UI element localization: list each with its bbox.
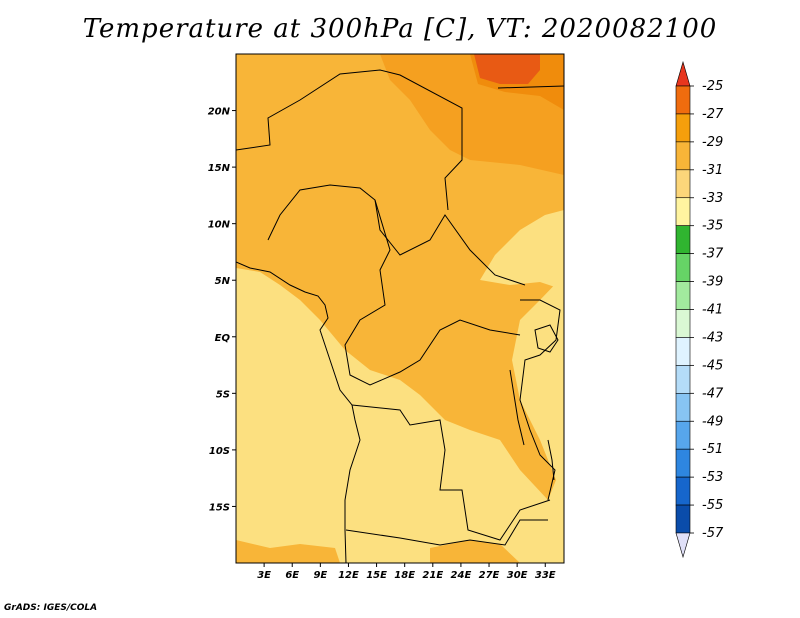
field-region-m33-east (480, 210, 564, 290)
colorbar-swatch (675, 365, 691, 394)
lon-tick-label: 33E (535, 570, 556, 581)
border-eastafrica (497, 85, 564, 89)
colorbar-label: -45 (702, 358, 723, 373)
colorbar-swatch (675, 141, 691, 171)
colorbar-label: -43 (702, 330, 723, 345)
colorbar-bottom-tip (675, 532, 691, 559)
colorbar-swatch (675, 169, 691, 199)
lon-tick-label: 21E (422, 570, 443, 581)
lat-tick-label: 15N (208, 163, 231, 174)
lake-victoria (534, 324, 559, 353)
colorbar-label: -33 (702, 191, 723, 206)
lon-tick-label: 27E (479, 570, 500, 581)
lon-tick-label: 9E (313, 570, 327, 581)
border-angola (351, 404, 551, 541)
colorbar-label: -31 (702, 163, 723, 178)
colorbar-label: -37 (702, 247, 724, 262)
colorbar: -25 -27 -29 -31 -33 -35 -37 -39 -41 -43 -45 -47 -49 -… (675, 60, 724, 559)
temperature-field (236, 54, 564, 563)
lon-tick-label: 12E (338, 570, 359, 581)
lat-tick-label: 20N (208, 107, 231, 118)
colorbar-label: -35 (702, 219, 723, 234)
lon-tick-label: 18E (394, 570, 415, 581)
latitude-axis: 20N 15N 10N 5N EQ 5S 10S 15S (208, 107, 236, 513)
lat-tick-label: 10S (209, 446, 230, 457)
lake-malawi (547, 439, 555, 481)
lat-tick-label: 5S (216, 389, 230, 400)
lon-tick-label: 3E (257, 570, 271, 581)
border-north (236, 69, 463, 211)
lon-tick-label: 30E (507, 570, 528, 581)
coastline-west (236, 261, 361, 563)
colorbar-top-tip (675, 60, 691, 87)
lon-tick-label: 15E (366, 570, 387, 581)
border-east (519, 299, 561, 501)
lake-tanganyika (509, 369, 525, 446)
field-region-m31-north (236, 54, 564, 500)
lat-tick-label: 10N (208, 220, 231, 231)
colorbar-label: -51 (702, 442, 723, 457)
border-congo (344, 199, 521, 386)
colorbar-swatch (675, 476, 691, 506)
colorbar-swatch (675, 225, 691, 254)
colorbar-label: -39 (702, 275, 723, 290)
chart-title: Temperature at 300hPa [C], VT: 202008210… (82, 14, 718, 44)
colorbar-swatch (675, 420, 691, 450)
colorbar-swatch (675, 337, 691, 366)
border-south (345, 519, 548, 546)
colorbar-swatch (675, 309, 691, 338)
colorbar-label: -55 (702, 498, 723, 513)
colorbar-label: -25 (702, 79, 723, 94)
map-frame (235, 53, 565, 564)
border-central (267, 184, 526, 286)
lat-tick-label: 5N (215, 276, 231, 287)
country-borders (236, 69, 564, 563)
lon-tick-label: 6E (285, 570, 299, 581)
colorbar-label: -53 (702, 470, 723, 485)
colorbar-label: -27 (702, 107, 724, 122)
colorbar-swatch (675, 504, 691, 534)
colorbar-swatch (675, 197, 691, 226)
longitude-axis: 3E 6E 9E 12E 15E 18E 21E 24E 27E 30E 33E (257, 563, 556, 581)
colorbar-swatch (675, 393, 691, 422)
lon-tick-label: 24E (451, 570, 472, 581)
colorbar-swatch (675, 448, 691, 478)
lat-tick-label: 15S (209, 502, 230, 513)
colorbar-swatch (675, 253, 691, 282)
colorbar-label: -41 (702, 303, 723, 318)
colorbar-swatch (675, 85, 691, 115)
colorbar-label: -29 (702, 135, 723, 150)
colorbar-label: -49 (702, 414, 723, 429)
colorbar-label: -47 (702, 386, 724, 401)
colorbar-swatch (675, 281, 691, 310)
field-region-m31-south (430, 540, 520, 563)
field-region-m31-southwest (236, 540, 340, 563)
colorbar-swatch (675, 113, 691, 143)
lat-tick-label: EQ (215, 333, 231, 344)
colorbar-label: -57 (702, 526, 724, 541)
credit-text: GrADS: IGES/COLA (4, 603, 98, 613)
field-region-m25 (474, 54, 540, 84)
